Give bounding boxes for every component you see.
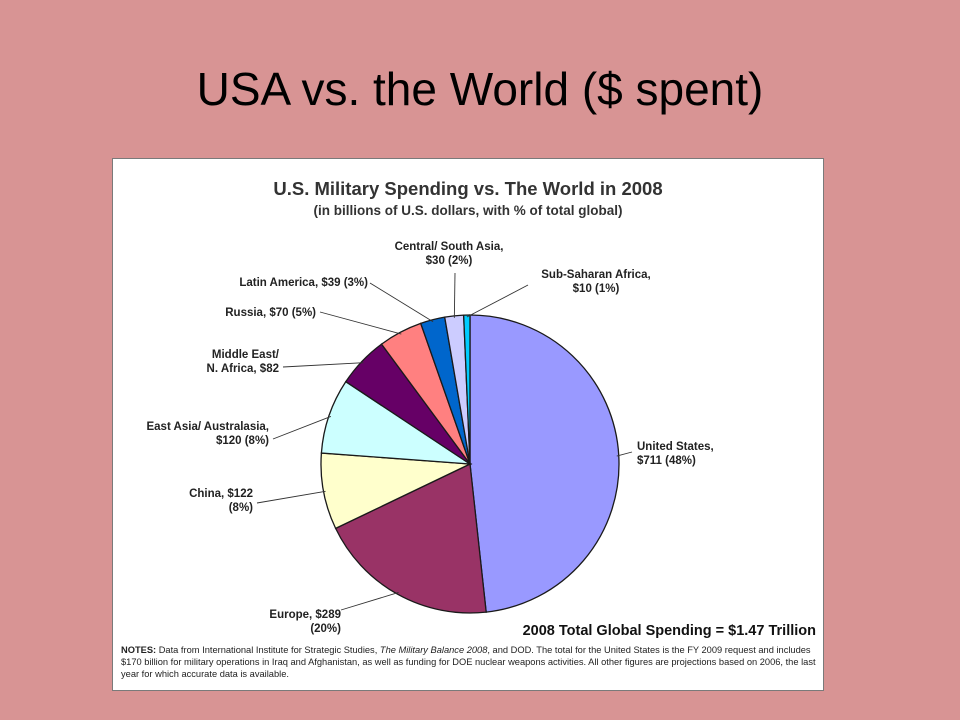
slice-label-line: $120 (8%) (216, 435, 269, 447)
slice-label-middle-east-n-africa: Middle East/N. Africa, $82 (207, 349, 280, 375)
slice-label-line: East Asia/ Australasia, (146, 421, 269, 433)
slice-label-east-asia-australasia: East Asia/ Australasia, $120 (8%) (146, 421, 269, 447)
slice-label-line: Russia, $70 (5%) (225, 307, 316, 319)
pie-slice-europe (334, 463, 487, 614)
slice-label-line: Central/ South Asia, (395, 241, 504, 253)
pie-slice-united-states (469, 314, 620, 613)
slice-label-line: (8%) (229, 502, 253, 514)
slice-label-line: N. Africa, $82 (207, 363, 279, 375)
slice-label-line: Latin America, $39 (3%) (239, 277, 368, 289)
leader-line-russia (319, 311, 402, 335)
slice-label-line: $30 (2%) (426, 255, 473, 267)
slice-label-line: (20%) (310, 623, 341, 635)
slice-label-line: Europe, $289 (269, 609, 341, 621)
leader-line-sub-saharan-africa (466, 284, 529, 318)
total-spending-label: 2008 Total Global Spending = $1.47 Trill… (523, 623, 816, 639)
slice-label-line: $711 (48%) (637, 455, 696, 467)
slice-label-line: $10 (1%) (573, 283, 620, 295)
notes-text-part2: , and DOD. The total for the United Stat… (121, 645, 816, 679)
slice-label-central-south-asia: Central/ South Asia, $30 (2%) (395, 241, 504, 267)
leader-line-china (256, 490, 326, 504)
leader-line-latin-america (369, 282, 434, 323)
pie-slices (320, 314, 620, 614)
leader-line-middle-east-n-africa (282, 362, 364, 368)
chart-title: U.S. Military Spending vs. The World in … (273, 178, 662, 199)
pie-leader-lines (256, 272, 633, 611)
slice-label-united-states: United States, $711 (48%) (637, 441, 714, 467)
chart-subtitle: (in billions of U.S. dollars, with % of … (314, 203, 623, 218)
slice-label-russia: Russia, $70 (5%) (225, 307, 316, 319)
slice-label-line: Middle East/ (212, 349, 280, 361)
leader-line-europe (340, 592, 399, 611)
pie-chart: U.S. Military Spending vs. The World in … (146, 178, 816, 639)
notes: NOTES: Data from International Institute… (121, 644, 816, 680)
slice-label-line: United States, (637, 441, 714, 453)
notes-text-part1: Data from International Institute for St… (156, 645, 380, 655)
notes-label: NOTES: (121, 645, 157, 655)
leader-line-united-states (616, 451, 633, 457)
slice-label-line: China, $122 (189, 488, 253, 500)
pie-labels: United States, $711 (48%) Europe, $289 (20%… (146, 241, 713, 635)
slice-label-china: China, $122 (8%) (189, 488, 253, 514)
slice-label-europe: Europe, $289 (20%) (269, 609, 341, 635)
slice-label-line: Sub-Saharan Africa, (541, 269, 651, 281)
slide-title: USA vs. the World ($ spent) (196, 63, 764, 115)
leader-line-central-south-asia (453, 272, 456, 318)
leader-line-east-asia-australasia (272, 416, 332, 440)
slice-label-sub-saharan-africa: Sub-Saharan Africa, $10 (1%) (541, 269, 651, 295)
chart-panel: U.S. Military Spending vs. The World in … (112, 158, 824, 691)
slice-label-latin-america: Latin America, $39 (3%) (239, 277, 368, 289)
notes-source-title: The Military Balance 2008 (379, 645, 488, 655)
